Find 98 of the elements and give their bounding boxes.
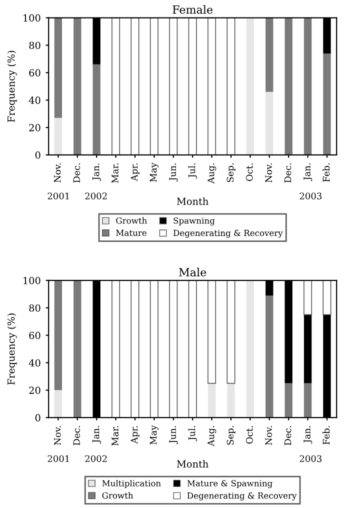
bar — [74, 280, 82, 418]
bar — [246, 280, 254, 418]
x-tick-label: Apr. — [130, 426, 140, 444]
bar — [150, 18, 158, 155]
bar — [226, 18, 236, 155]
x-axis-title: Month — [176, 197, 208, 205]
x-tick-label: Nov. — [265, 426, 272, 446]
bar — [208, 280, 216, 384]
y-tick-label: 60 — [29, 332, 40, 340]
y-tick-label: 40 — [28, 359, 40, 367]
bar — [284, 383, 292, 418]
x-tick-label: Jan. — [304, 163, 312, 182]
y-tick-label: 0 — [35, 414, 40, 422]
bar — [54, 280, 62, 390]
legend-label: Growth — [116, 217, 147, 224]
x-tick-label: Apr. — [130, 163, 140, 182]
x-tick-label: Dec. — [73, 163, 80, 183]
bar — [92, 64, 100, 155]
x-tick-label: Oct. — [246, 426, 253, 444]
legend-label: Degenerating & Recovery — [187, 492, 297, 500]
y-tick-label: 80 — [29, 42, 40, 50]
text: 2001 — [48, 192, 69, 200]
legend-label: Spawning — [174, 217, 215, 226]
bar — [304, 383, 312, 418]
x-tick-label: Nov. — [265, 163, 272, 182]
bar — [74, 18, 82, 155]
bar — [227, 383, 235, 418]
x-tick-label: Dec. — [73, 426, 80, 446]
bar — [246, 18, 254, 155]
y-tick-label: 20 — [29, 386, 40, 394]
x-tick-label: Nov. — [54, 426, 61, 446]
x-tick-label: Oct. — [246, 163, 253, 182]
legend-label: Mature & Spawning — [187, 480, 272, 488]
x-tick-label: Aug. — [208, 426, 216, 446]
bar — [169, 18, 178, 155]
x-tick-label: May — [150, 425, 159, 444]
bar — [266, 18, 274, 92]
bar — [304, 280, 312, 316]
x-tick-label: Sep. — [226, 163, 236, 182]
legend-label: Mature — [116, 230, 146, 236]
y-tick-label: 0 — [35, 151, 40, 159]
bar — [322, 280, 332, 316]
bar — [130, 280, 140, 418]
bar — [54, 390, 62, 418]
bar — [169, 280, 178, 418]
bar — [188, 280, 197, 418]
bar — [208, 383, 216, 418]
x-axis-title: Month — [176, 460, 208, 468]
x-tick-label: Jun. — [169, 163, 178, 182]
x-tick-label: May — [150, 162, 159, 182]
x-tick-label: Nov. — [54, 163, 61, 182]
x-tick-label: Jul. — [188, 426, 197, 442]
text: 2003 — [300, 455, 322, 462]
y-tick-label: 100 — [24, 14, 40, 22]
x-tick-label: Mar. — [112, 163, 118, 183]
legend-label: Growth — [102, 492, 134, 499]
y-tick-label: 40 — [28, 96, 40, 104]
bar — [150, 280, 158, 418]
bar — [54, 118, 62, 155]
bar — [226, 280, 236, 384]
legend-label: Multiplication — [102, 480, 161, 488]
bar — [188, 18, 197, 155]
x-tick-label: Jan. — [92, 426, 101, 444]
x-tick-label: Dec. — [284, 163, 292, 183]
legend-label: Degenerating & Recovery — [173, 230, 283, 238]
bar — [112, 18, 120, 155]
chart-title: Male — [179, 268, 206, 276]
y-axis-title: Frequency (%) — [7, 50, 17, 122]
x-tick-label: Mar. — [112, 426, 118, 446]
bar — [54, 18, 62, 118]
x-tick-label: Sep. — [226, 426, 236, 445]
x-tick-label: Jan. — [92, 163, 101, 182]
bar — [304, 18, 312, 155]
x-tick-label: Dec. — [284, 426, 292, 446]
text: 2002 — [85, 192, 107, 200]
y-tick-label: 20 — [29, 124, 40, 132]
bar — [304, 314, 312, 384]
x-tick-label: Jun. — [169, 426, 178, 444]
bar — [266, 296, 274, 418]
x-tick-label: Jul. — [188, 163, 197, 179]
bar — [130, 18, 140, 155]
x-tick-label: Feb. — [322, 426, 330, 444]
x-tick-label: Feb. — [322, 163, 330, 182]
bar — [266, 92, 274, 155]
bar — [112, 280, 120, 418]
text: 2001 — [48, 455, 69, 462]
text: 2003 — [300, 192, 322, 200]
y-axis-title: Frequency (%) — [7, 314, 17, 385]
x-tick-label: Jan. — [304, 426, 312, 444]
chart-title: Female — [172, 5, 213, 14]
text: 2002 — [85, 455, 107, 462]
bar — [284, 18, 292, 155]
x-tick-label: Aug. — [208, 163, 216, 184]
y-tick-label: 80 — [29, 304, 40, 312]
y-tick-label: 60 — [29, 69, 40, 76]
bar — [323, 53, 331, 155]
bar — [208, 18, 216, 155]
y-tick-label: 100 — [24, 276, 40, 284]
